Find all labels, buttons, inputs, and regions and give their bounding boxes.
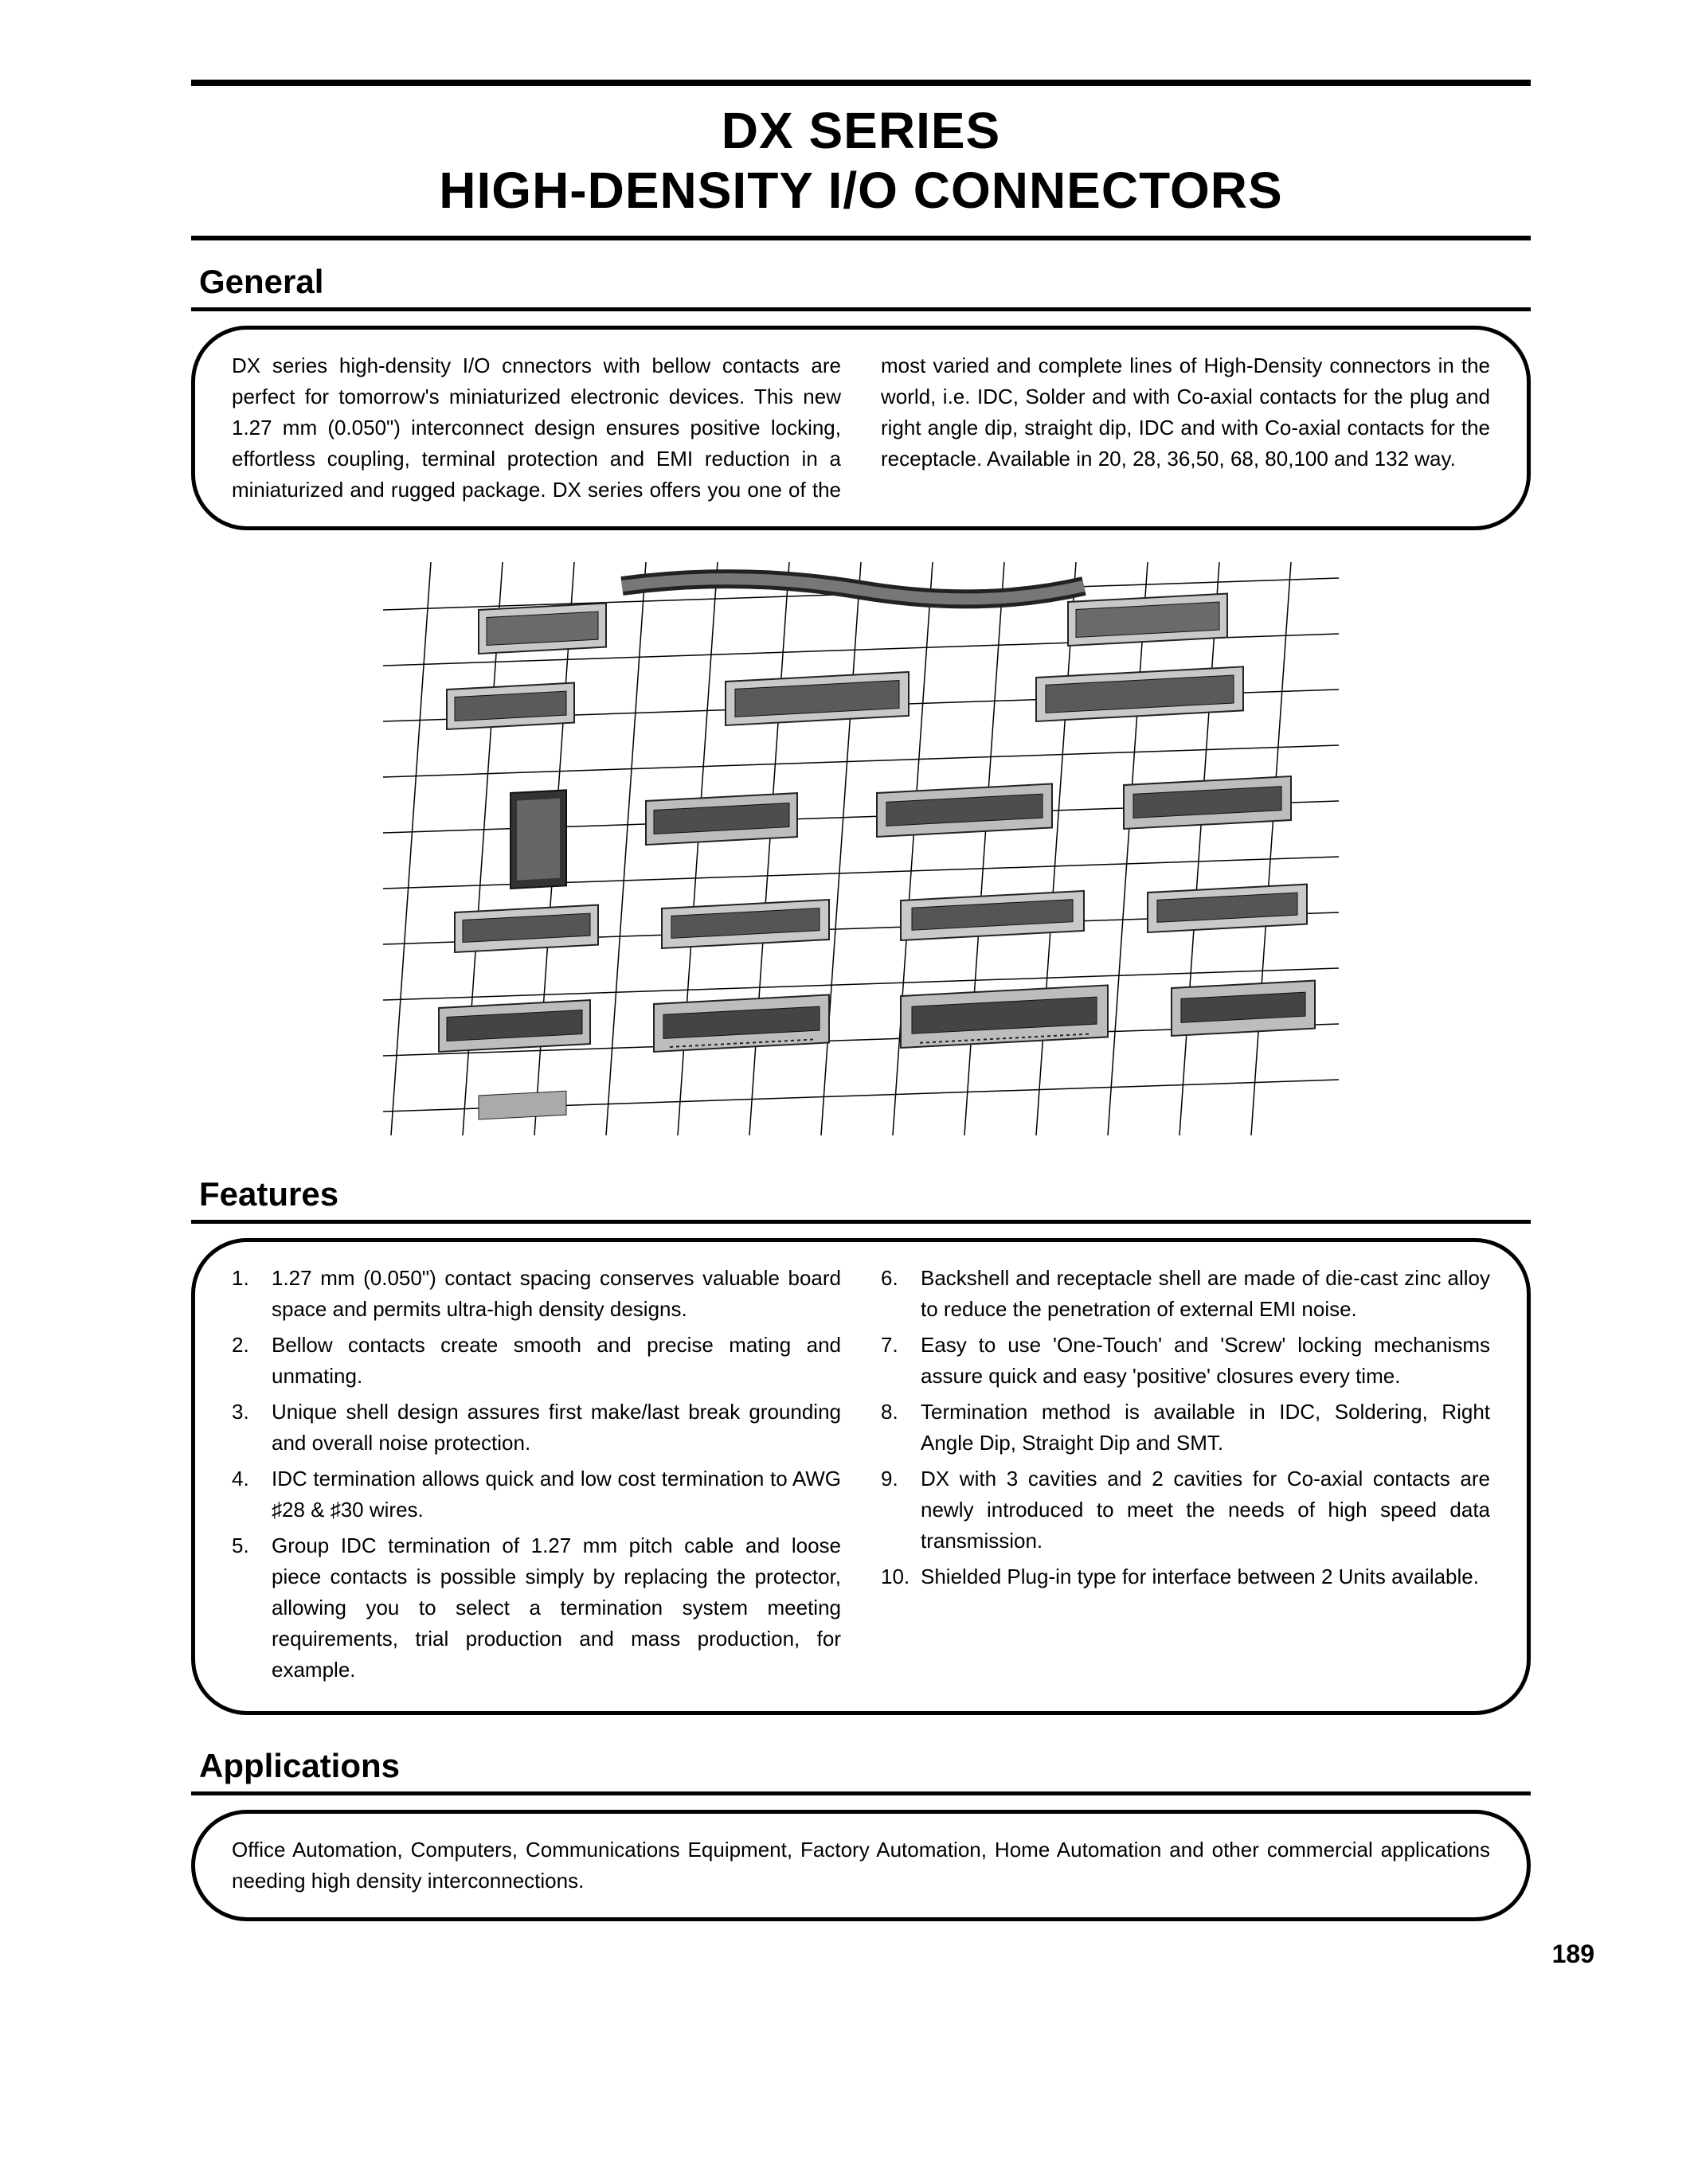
feature-item: 10.Shielded Plug-in type for interface b… [881,1561,1490,1592]
applications-bubble: Office Automation, Computers, Communicat… [191,1810,1531,1921]
feature-text: Backshell and receptacle shell are made … [921,1263,1490,1325]
feature-text: Group IDC termination of 1.27 mm pitch c… [272,1530,841,1686]
title-line-1: DX SERIES [191,102,1531,161]
features-col-left: 1.1.27 mm (0.050") contact spacing conse… [232,1263,841,1690]
feature-text: Termination method is available in IDC, … [921,1397,1490,1459]
feature-text: Shielded Plug-in type for interface betw… [921,1561,1479,1592]
feature-num: 8. [881,1397,921,1459]
product-illustration [383,562,1339,1135]
feature-text: IDC termination allows quick and low cos… [272,1463,841,1526]
feature-num: 3. [232,1397,272,1459]
heading-rule-features [191,1220,1531,1224]
page: DX SERIES HIGH-DENSITY I/O CONNECTORS Ge… [191,80,1531,1921]
feature-item: 6.Backshell and receptacle shell are mad… [881,1263,1490,1325]
title-line-2: HIGH-DENSITY I/O CONNECTORS [191,161,1531,220]
feature-item: 2.Bellow contacts create smooth and prec… [232,1330,841,1392]
title-block: DX SERIES HIGH-DENSITY I/O CONNECTORS [191,102,1531,220]
feature-item: 4.IDC termination allows quick and low c… [232,1463,841,1526]
general-body-text: DX series high-density I/O cnnectors wit… [232,354,1490,502]
feature-item: 5.Group IDC termination of 1.27 mm pitch… [232,1530,841,1686]
feature-text: Bellow contacts create smooth and precis… [272,1330,841,1392]
feature-item: 9.DX with 3 cavities and 2 cavities for … [881,1463,1490,1557]
top-rule [191,80,1531,86]
product-grid-bg [383,562,1339,1135]
feature-num: 7. [881,1330,921,1392]
feature-num: 10. [881,1561,921,1592]
general-body-bubble: DX series high-density I/O cnnectors wit… [191,326,1531,530]
feature-num: 9. [881,1463,921,1557]
feature-num: 6. [881,1263,921,1325]
feature-num: 2. [232,1330,272,1392]
feature-text: Unique shell design assures first make/l… [272,1397,841,1459]
applications-text: Office Automation, Computers, Communicat… [232,1838,1490,1893]
feature-text: Easy to use 'One-Touch' and 'Screw' lock… [921,1330,1490,1392]
feature-item: 3.Unique shell design assures first make… [232,1397,841,1459]
feature-text: 1.27 mm (0.050") contact spacing conserv… [272,1263,841,1325]
feature-item: 1.1.27 mm (0.050") contact spacing conse… [232,1263,841,1325]
feature-num: 4. [232,1463,272,1526]
heading-applications: Applications [199,1747,1531,1785]
feature-text: DX with 3 cavities and 2 cavities for Co… [921,1463,1490,1557]
feature-item: 7.Easy to use 'One-Touch' and 'Screw' lo… [881,1330,1490,1392]
features-bubble: 1.1.27 mm (0.050") contact spacing conse… [191,1238,1531,1715]
feature-num: 5. [232,1530,272,1686]
features-col-right: 6.Backshell and receptacle shell are mad… [881,1263,1490,1690]
feature-item: 8.Termination method is available in IDC… [881,1397,1490,1459]
feature-num: 1. [232,1263,272,1325]
heading-features: Features [199,1175,1531,1213]
heading-rule-general [191,307,1531,311]
heading-general: General [199,263,1531,301]
heading-rule-applications [191,1791,1531,1795]
page-number: 189 [1552,1940,1594,1969]
title-underline [191,236,1531,240]
